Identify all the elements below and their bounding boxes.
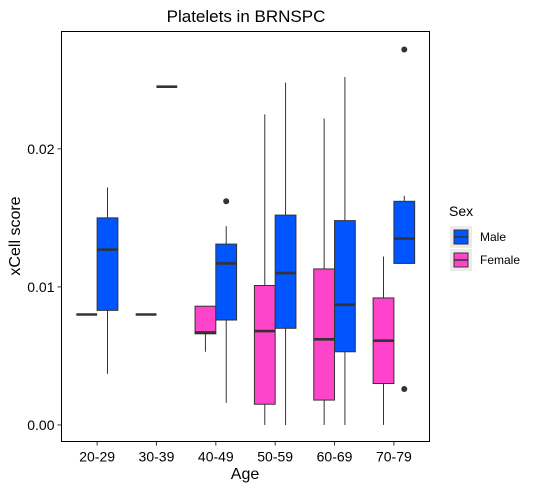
- box-male-40-49: [215, 198, 238, 403]
- x-tick-label: 30-39: [139, 449, 175, 465]
- chart-title: Platelets in BRNSPC: [167, 7, 326, 26]
- box-rect: [313, 268, 336, 401]
- legend-label-male: Male: [480, 230, 506, 244]
- box-rect: [334, 220, 356, 353]
- y-axis: 0.00 0.01 0.02: [27, 141, 62, 433]
- outlier-point: [223, 198, 230, 205]
- y-axis-title: xCell score: [7, 196, 24, 275]
- x-tick-label: 70-79: [376, 449, 412, 465]
- box-group: [76, 46, 416, 425]
- box-female-50-59: [253, 114, 276, 425]
- box-rect: [194, 305, 217, 335]
- box-male-70-79: [393, 46, 416, 393]
- y-tick-label: 0.02: [27, 141, 54, 157]
- x-tick-label: 40-49: [198, 449, 234, 465]
- outlier-point: [401, 386, 408, 393]
- box-rect: [96, 217, 119, 311]
- box-female-40-49: [194, 305, 217, 352]
- x-axis-title: Age: [231, 466, 260, 483]
- y-tick-label: 0.01: [27, 279, 54, 295]
- x-tick-label: 20-29: [79, 449, 115, 465]
- legend-label-female: Female: [480, 253, 520, 267]
- legend-title: Sex: [449, 203, 473, 219]
- box-rect: [393, 200, 416, 264]
- box-male-60-69: [334, 77, 356, 425]
- box-rect: [274, 214, 297, 329]
- x-tick-label: 60-69: [317, 449, 353, 465]
- x-tick-label: 50-59: [257, 449, 293, 465]
- box-male-20-29: [96, 187, 119, 374]
- box-rect: [215, 243, 238, 321]
- box-female-70-79: [372, 256, 395, 425]
- box-rect: [253, 285, 276, 405]
- box-male-50-59: [274, 82, 297, 425]
- plot-panel: [61, 31, 430, 442]
- legend: Sex Male Female: [449, 203, 520, 271]
- y-tick-label: 0.00: [27, 417, 54, 433]
- outlier-point: [401, 46, 408, 53]
- x-axis: 20-29 30-39 40-49 50-59 60-69 70-79: [79, 441, 412, 465]
